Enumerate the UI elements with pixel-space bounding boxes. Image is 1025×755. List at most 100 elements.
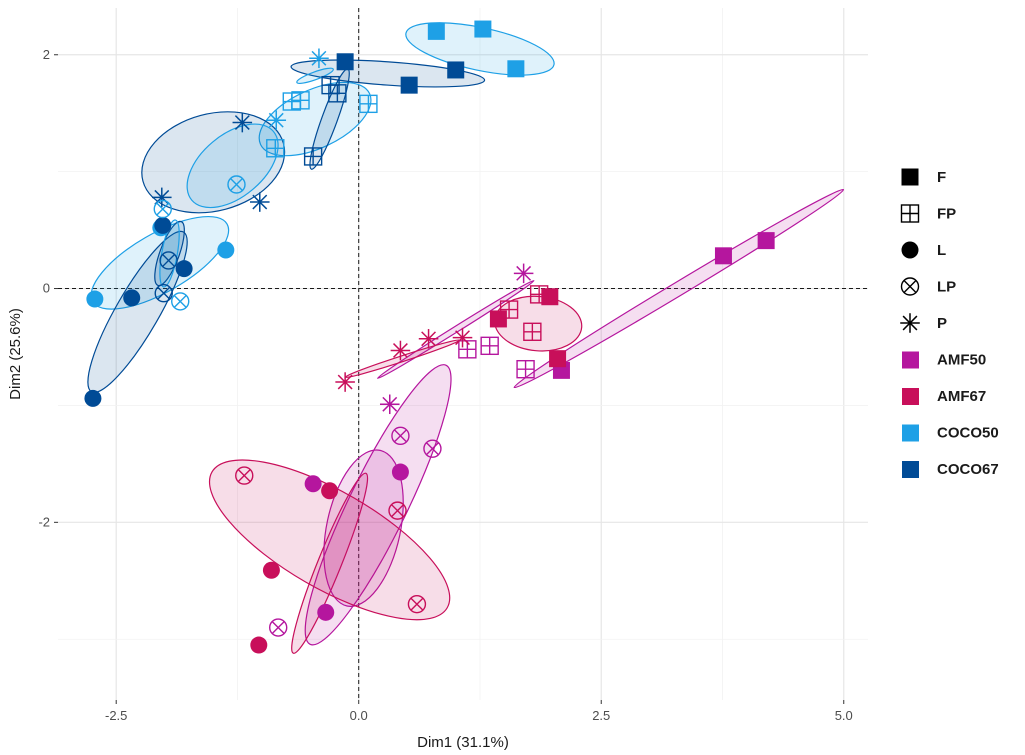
asterisk-stroke xyxy=(311,50,327,66)
data-point-l-amf50 xyxy=(304,475,322,493)
filled-square-marker xyxy=(400,76,418,94)
filled-circle-marker xyxy=(262,561,280,579)
legend-label-lp: LP xyxy=(937,279,956,296)
asterisk-stroke xyxy=(421,331,437,347)
filled-square-marker xyxy=(507,60,525,78)
data-point-p-coco67 xyxy=(232,112,253,133)
data-point-fp-amf67 xyxy=(523,322,542,341)
legend-key-fp xyxy=(900,204,920,223)
filled-circle-marker xyxy=(901,241,919,259)
circle-x-marker xyxy=(391,426,410,446)
asterisk-stroke xyxy=(268,112,284,128)
confidence-ellipse xyxy=(304,364,452,646)
filled-circle-marker xyxy=(175,260,193,278)
data-point-l-coco67 xyxy=(175,260,193,278)
data-point-lp-coco50 xyxy=(171,292,190,311)
data-point-p-coco50 xyxy=(309,48,329,69)
filled-square-marker xyxy=(549,350,567,368)
circle-x-stroke xyxy=(237,469,251,483)
data-point-l-coco50 xyxy=(86,290,104,308)
data-point-p-amf50 xyxy=(513,263,534,284)
data-point-fp-coco67 xyxy=(303,147,323,166)
data-point-lp-amf50 xyxy=(269,618,288,637)
data-point-f-coco50 xyxy=(507,60,525,78)
data-point-fp-amf67 xyxy=(499,300,519,319)
circle-x-stroke xyxy=(230,178,243,191)
circle-x-marker xyxy=(388,501,407,520)
confidence-ellipse xyxy=(154,220,185,287)
filled-circle-marker xyxy=(317,603,335,621)
legend-label-amf50: AMF50 xyxy=(937,352,986,369)
data-point-f-amf50 xyxy=(757,232,775,250)
tick-labels: -2.5 0.0 2.5 5.0 -2 0 2 xyxy=(38,47,852,723)
legend-key-lp xyxy=(900,277,920,296)
circle-x-stroke xyxy=(410,597,424,611)
data-point-f-coco67 xyxy=(336,53,354,71)
circle-x-marker xyxy=(159,251,178,270)
legend-label-l: L xyxy=(937,242,946,259)
legend-key-f xyxy=(901,168,919,186)
filled-square-marker xyxy=(447,61,465,79)
filled-square-marker xyxy=(714,247,732,265)
data-point-fp-coco50 xyxy=(282,92,301,111)
filled-circle-marker xyxy=(123,289,141,307)
y-tick-label: -2 xyxy=(38,514,50,529)
filled-circle-marker xyxy=(304,475,322,493)
data-point-l-coco50 xyxy=(217,241,235,259)
data-point-fp-amf50 xyxy=(516,359,535,379)
filled-circle-marker xyxy=(86,290,104,308)
data-point-f-amf50 xyxy=(714,247,732,265)
circle-x-marker xyxy=(153,199,172,219)
filled-square-marker xyxy=(489,310,507,328)
data-point-l-coco67 xyxy=(154,216,172,234)
data-point-fp-amf67 xyxy=(529,285,549,304)
x-tick-label: 0.0 xyxy=(350,708,368,723)
data-point-fp-coco50 xyxy=(266,139,285,158)
legend-label-p: P xyxy=(937,315,947,332)
filled-square-marker xyxy=(474,20,492,38)
y-tick-label: 2 xyxy=(43,47,50,62)
data-point-lp-amf67 xyxy=(407,594,427,614)
plot-background xyxy=(58,8,868,700)
filled-circle-marker xyxy=(217,241,235,259)
circle-x-stroke xyxy=(271,621,285,634)
data-point-l-amf67 xyxy=(321,482,339,500)
data-point-p-amf67 xyxy=(390,340,411,361)
circle-x-marker xyxy=(154,284,173,303)
data-point-lp-amf67 xyxy=(388,501,407,520)
asterisk-stroke xyxy=(234,115,250,130)
legend-swatch-coco50 xyxy=(902,424,919,442)
filled-square-marker xyxy=(541,288,559,306)
asterisk-stroke xyxy=(455,330,470,346)
circle-x-marker xyxy=(227,175,246,194)
data-point-lp-amf50 xyxy=(391,426,410,446)
data-point-lp-coco67 xyxy=(159,251,178,270)
circle-x-stroke xyxy=(393,429,407,443)
data-point-lp-coco50 xyxy=(227,175,246,194)
data-point-l-amf67 xyxy=(250,636,268,654)
confidence-ellipse xyxy=(296,67,334,84)
legend-key-p xyxy=(900,313,920,333)
legend-swatch-amf67 xyxy=(902,388,919,405)
legend-label-coco50: COCO50 xyxy=(937,425,999,442)
circle-x-stroke xyxy=(156,202,170,216)
circle-x-stroke xyxy=(157,286,171,300)
data-point-fp-amf50 xyxy=(458,340,477,359)
data-point-lp-amf67 xyxy=(235,466,254,485)
filled-square-marker xyxy=(336,53,354,71)
data-point-f-coco50 xyxy=(427,22,445,40)
data-point-f-coco50 xyxy=(474,20,492,38)
y-tick-label: 0 xyxy=(43,281,50,296)
circle-x-marker xyxy=(269,618,288,637)
asterisk-stroke xyxy=(902,315,918,331)
data-point-p-coco67 xyxy=(249,192,270,212)
circle-x-marker xyxy=(407,594,427,614)
data-point-f-amf67 xyxy=(549,350,567,368)
circle-x-stroke xyxy=(391,504,404,518)
filled-circle-marker xyxy=(250,636,268,654)
circle-x-marker xyxy=(423,439,442,458)
asterisk-stroke xyxy=(392,343,408,358)
data-point-l-coco67 xyxy=(123,289,141,307)
filled-circle-marker xyxy=(321,482,339,500)
data-point-f-coco67 xyxy=(400,76,418,94)
